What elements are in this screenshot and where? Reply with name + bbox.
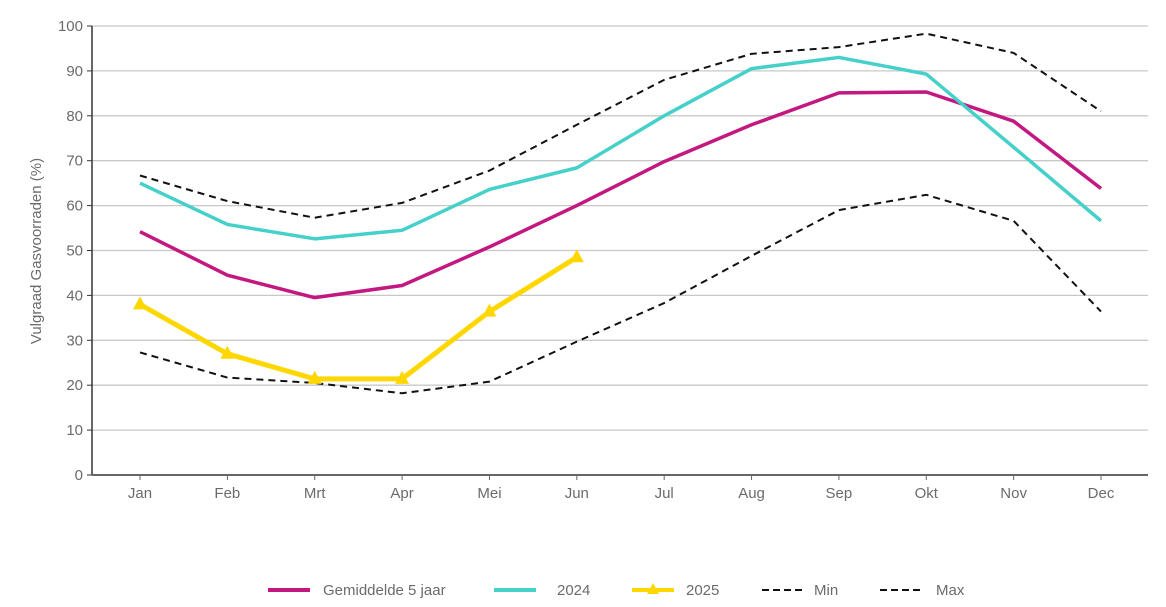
x-tick-label: Sep <box>826 485 853 502</box>
x-tick-label: Feb <box>214 485 240 502</box>
y-axis-title: Vulgraad Gasvoorraden (%) <box>28 158 45 344</box>
legend-marker-2025 <box>647 583 659 594</box>
y-axis-ticks: 0 10 20 30 40 50 60 70 80 90 100 <box>58 18 92 484</box>
x-tick-label: Dec <box>1088 485 1115 502</box>
x-tick-label: Apr <box>390 485 413 502</box>
y-tick-label: 80 <box>66 108 83 125</box>
legend-label-max: Max <box>936 582 965 599</box>
legend-label-2024: 2024 <box>557 582 590 599</box>
x-tick-label: Jun <box>565 485 589 502</box>
series-line-2025 <box>138 255 579 382</box>
legend-label-2025: 2025 <box>686 582 719 599</box>
series-line-min <box>139 193 1102 395</box>
y-tick-label: 20 <box>66 377 83 394</box>
data-point-2025 <box>395 370 410 384</box>
x-tick-label: Jul <box>655 485 674 502</box>
x-tick-label: Jan <box>128 485 152 502</box>
y-tick-label: 100 <box>58 18 83 35</box>
x-tick-label: Aug <box>738 485 765 502</box>
y-tick-label: 30 <box>66 332 83 349</box>
x-tick-label: Mrt <box>304 485 326 502</box>
y-tick-label: 10 <box>66 422 83 439</box>
x-tick-label: Okt <box>915 485 939 502</box>
x-tick-label: Mei <box>477 485 501 502</box>
legend: Gemiddelde 5 jaar 2024 2025 Min Max <box>268 582 965 599</box>
data-point-2025 <box>482 303 497 317</box>
data-point-2025 <box>569 249 584 263</box>
series-group <box>133 32 1103 395</box>
y-tick-label: 0 <box>75 467 83 484</box>
data-point-2025 <box>307 370 322 384</box>
x-tick-label: Nov <box>1000 485 1027 502</box>
gridlines <box>92 25 1148 431</box>
y-tick-label: 40 <box>66 287 83 304</box>
series-line-max <box>139 32 1102 219</box>
y-tick-label: 50 <box>66 243 83 260</box>
x-axis-ticks: Jan Feb Mrt Apr Mei Jun Jul Aug Sep Okt Nov Dec <box>128 475 1115 502</box>
legend-label-gemiddelde-5-jaar: Gemiddelde 5 jaar <box>323 582 446 599</box>
series-line-2024 <box>139 55 1103 241</box>
y-tick-label: 60 <box>66 198 83 215</box>
legend-label-min: Min <box>814 582 838 599</box>
data-point-2025 <box>133 296 147 310</box>
y-tick-label: 90 <box>66 63 83 80</box>
axes <box>91 26 1148 476</box>
y-tick-label: 70 <box>66 153 83 170</box>
data-point-2025 <box>220 345 235 359</box>
series-line-gemiddelde-5-jaar <box>139 90 1103 300</box>
